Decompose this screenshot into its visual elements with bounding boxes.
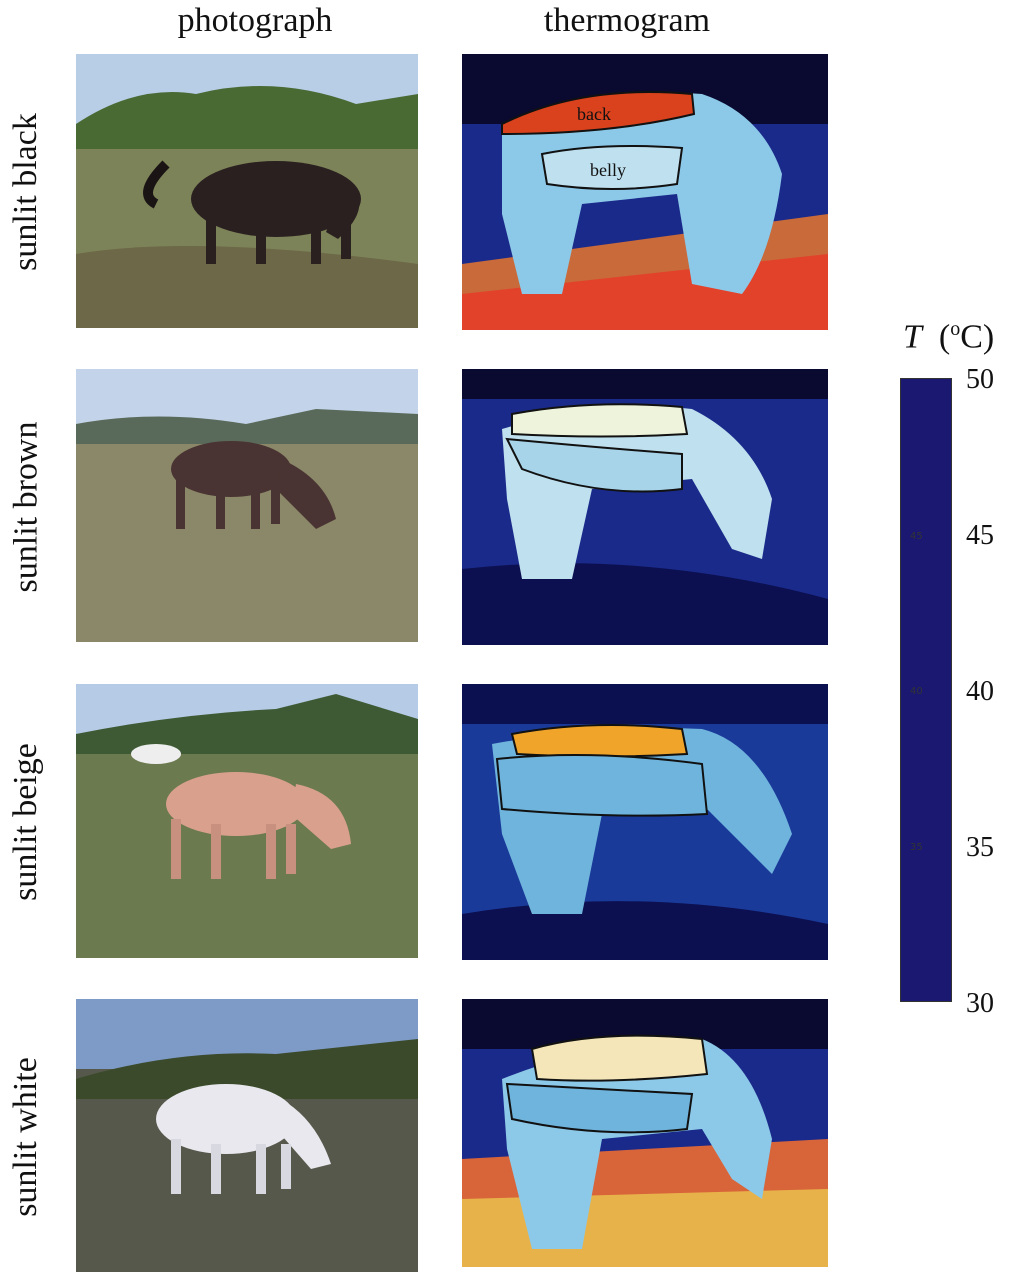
colorbar bbox=[900, 378, 952, 1002]
back-region bbox=[510, 724, 689, 758]
thermogram-sunlit-brown bbox=[462, 369, 828, 645]
photo-sunlit-brown bbox=[76, 369, 418, 642]
row-label-sunlit-black: sunlit black bbox=[7, 112, 45, 271]
thermogram-sunlit-white bbox=[462, 999, 828, 1267]
colorbar-inner-tick-35: 35 bbox=[910, 842, 923, 853]
colorbar-tick-45: 45 bbox=[966, 520, 994, 551]
back-region bbox=[501, 91, 696, 136]
horse-body bbox=[171, 441, 291, 497]
photograph-column-heading: photograph bbox=[177, 2, 333, 39]
colorbar-tick-50: 50 bbox=[966, 364, 994, 395]
colorbar-tick-35: 35 bbox=[966, 832, 994, 863]
row-label-sunlit-brown: sunlit brown bbox=[7, 421, 45, 592]
photo-sunlit-black bbox=[76, 54, 418, 328]
thermogram-column-heading: thermogram bbox=[543, 2, 711, 39]
back-region bbox=[511, 403, 689, 438]
horse-body bbox=[166, 772, 306, 836]
horse-body bbox=[156, 1084, 296, 1154]
belly-label: belly bbox=[590, 160, 626, 180]
photo-sunlit-white bbox=[76, 999, 418, 1272]
back-label: back bbox=[577, 104, 611, 124]
row-label-sunlit-beige: sunlit beige bbox=[7, 742, 45, 901]
photo-sunlit-beige bbox=[76, 684, 418, 958]
thermogram-sunlit-black: back belly bbox=[462, 54, 828, 330]
belly-region bbox=[505, 437, 683, 493]
colorbar-inner-tick-40: 40 bbox=[910, 686, 923, 697]
colorbar-tick-40: 40 bbox=[966, 676, 994, 707]
background-horse bbox=[131, 744, 181, 764]
row-label-sunlit-white: sunlit white bbox=[7, 1056, 45, 1217]
colorbar-title: T (oC) bbox=[903, 318, 995, 356]
belly-region bbox=[540, 145, 684, 190]
horse-body bbox=[191, 161, 361, 237]
colorbar-tick-30: 30 bbox=[966, 988, 994, 1019]
belly-region bbox=[505, 1082, 694, 1134]
back-region bbox=[530, 1034, 709, 1082]
colorbar-inner-tick-45: 45 bbox=[910, 531, 923, 542]
belly-region bbox=[495, 754, 709, 817]
thermogram-sunlit-beige bbox=[462, 684, 828, 960]
